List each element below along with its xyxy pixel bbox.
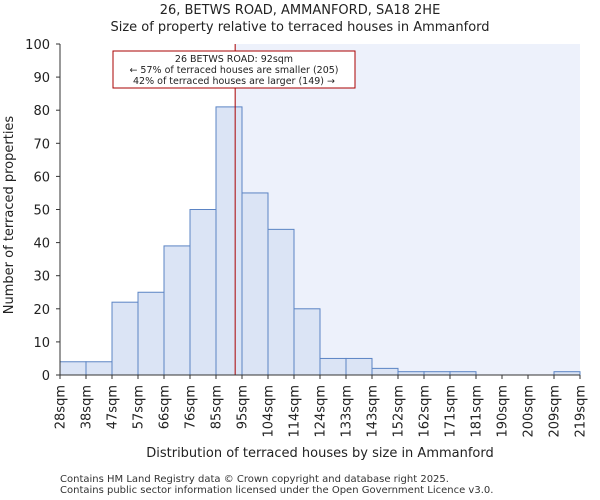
y-tick-label: 100 <box>25 38 50 53</box>
x-tick-label: 200sqm <box>522 385 537 438</box>
bar-38sqm <box>85 361 113 376</box>
x-tick-label: 152sqm <box>392 385 407 438</box>
x-tick-label: 209sqm <box>548 385 563 438</box>
bar-143sqm <box>371 367 399 376</box>
chart-title: 26, BETWS ROAD, AMMANFORD, SA18 2HE <box>160 3 441 18</box>
x-tick-label: 162sqm <box>418 385 433 438</box>
x-axis: 28sqm 38sqm 47sqm 57sqm 66sqm 76sqm 85sqm 95sqm… <box>54 374 589 438</box>
y-tick-label: 90 <box>33 71 50 86</box>
x-tick-label: 171sqm <box>444 385 459 438</box>
annotation-line-1: 26 BETWS ROAD: 92sqm <box>175 54 293 65</box>
bar-28sqm <box>59 361 87 376</box>
x-tick-label: 133sqm <box>340 385 355 438</box>
y-tick-label: 60 <box>33 170 50 185</box>
annotation-line-3: 42% of terraced houses are larger (149) … <box>133 76 335 87</box>
y-tick-label: 70 <box>33 137 50 152</box>
y-tick-label: 0 <box>42 369 50 384</box>
y-tick-label: 10 <box>33 336 50 351</box>
x-tick-label: 181sqm <box>470 385 485 438</box>
y-tick-label: 40 <box>33 237 50 252</box>
y-tick-label: 80 <box>33 104 50 119</box>
bar-104sqm <box>267 228 295 376</box>
bar-66sqm <box>163 245 191 376</box>
footer-licence: Contains public sector information licen… <box>60 485 494 496</box>
x-tick-label: 190sqm <box>496 385 511 438</box>
x-tick-label: 57sqm <box>132 385 147 429</box>
bar-57sqm <box>137 291 165 376</box>
x-tick-label: 143sqm <box>366 385 381 438</box>
x-tick-label: 85sqm <box>210 385 225 429</box>
chart-subtitle: Size of property relative to terraced ho… <box>110 20 489 35</box>
annotation-line-2: ← 57% of terraced houses are smaller (20… <box>129 65 338 76</box>
bar-124sqm <box>319 357 347 376</box>
x-tick-label: 219sqm <box>574 385 589 438</box>
bar-95sqm <box>241 192 269 376</box>
x-tick-label: 114sqm <box>288 385 303 438</box>
y-axis-label: Number of terraced properties <box>2 116 17 315</box>
y-tick-label: 30 <box>33 270 50 285</box>
bars-group <box>59 106 581 376</box>
y-tick-label: 20 <box>33 303 50 318</box>
x-tick-label: 28sqm <box>54 385 69 429</box>
y-tick-label: 50 <box>33 204 50 219</box>
x-tick-label: 66sqm <box>158 385 173 429</box>
x-tick-label: 38sqm <box>80 385 95 429</box>
x-tick-label: 104sqm <box>262 385 277 438</box>
x-tick-label: 95sqm <box>236 385 251 429</box>
bar-76sqm <box>189 209 217 376</box>
bar-114sqm <box>293 308 321 376</box>
bar-85sqm <box>215 106 243 376</box>
bar-47sqm <box>111 301 139 376</box>
x-axis-label: Distribution of terraced houses by size … <box>146 446 494 461</box>
bar-133sqm <box>345 357 373 376</box>
annotation-box <box>112 50 356 89</box>
footer-copyright: Contains HM Land Registry data © Crown c… <box>60 474 449 485</box>
y-axis: 0 10 20 30 40 50 60 70 80 90 100 <box>25 38 61 384</box>
x-tick-label: 47sqm <box>106 385 121 429</box>
x-tick-label: 76sqm <box>184 385 199 429</box>
x-tick-label: 124sqm <box>314 385 329 438</box>
